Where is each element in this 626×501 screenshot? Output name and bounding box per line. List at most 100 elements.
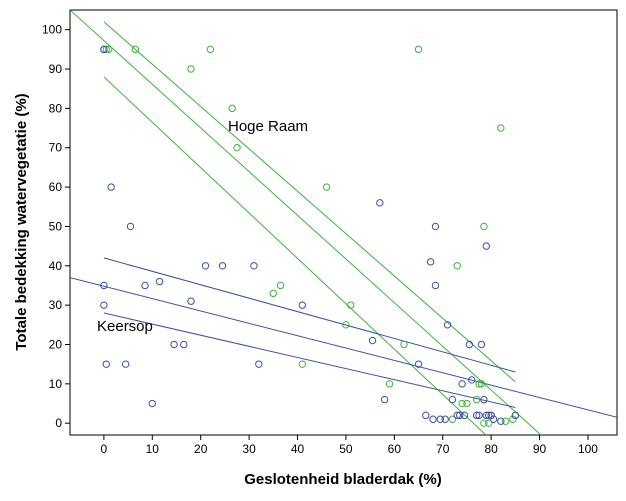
hoge-raam-point (458, 399, 466, 408)
x-axis-title: Geslotenheid bladerdak (%) (244, 471, 442, 488)
keersop-point (148, 399, 156, 408)
keersop-point (107, 183, 115, 191)
plot-area (69, 9, 618, 436)
keersop-point (201, 262, 210, 270)
hoge-raam-ci-upper (103, 76, 487, 435)
keersop-point (368, 336, 377, 345)
keersop-point (218, 262, 227, 270)
keersop-point (482, 242, 491, 250)
keersop-point (170, 340, 178, 349)
hoge-raam-point (509, 415, 517, 423)
keersop-point (102, 360, 111, 368)
x-tick-label: 60 (388, 442, 402, 456)
x-tick-label: 10 (146, 442, 160, 456)
keersop-point (429, 415, 437, 423)
hoge-raam-point (276, 281, 285, 290)
hoge-raam-point (298, 360, 307, 368)
keersop-point (121, 360, 130, 368)
keersop-point (443, 321, 452, 329)
keersop-point (380, 395, 389, 404)
keersop-point (448, 395, 457, 404)
keersop-point (465, 340, 474, 349)
hoge-raam-point (105, 45, 113, 54)
keersop-point (376, 199, 384, 207)
keersop-point (455, 411, 464, 420)
ticks-layer: 0 10 20 30 40 50 60 70 80 90 100 0 10 20 30 40 50 60 70 80 9… (42, 23, 598, 456)
hoge-raam-point (385, 380, 394, 388)
hoge-raam-point (131, 45, 140, 54)
keersop-point (414, 360, 423, 368)
hoge-raam-ci-lower (70, 10, 542, 435)
y-tick-label: 60 (49, 180, 63, 194)
keersop-point (480, 395, 488, 404)
x-tick-label: 40 (291, 442, 305, 456)
keersop-point (426, 258, 435, 266)
x-tick-label: 90 (533, 442, 547, 456)
keersop-point (436, 415, 445, 423)
keersop-point (431, 222, 440, 231)
keersop-ci-lower (103, 312, 516, 408)
keersop-point (475, 411, 483, 420)
x-tick-label: 100 (578, 442, 598, 456)
x-tick-label: 0 (101, 442, 108, 456)
hoge-raam-point (477, 380, 486, 388)
y-tick-label: 90 (49, 62, 63, 76)
keersop-point (453, 411, 461, 420)
keersop-point (489, 415, 498, 423)
keersop-point (497, 417, 505, 425)
keersop-point (100, 45, 108, 54)
hoge-raam-point (414, 45, 423, 54)
keersop-point (187, 297, 195, 305)
hoge-raam-point (400, 340, 408, 349)
keersop-point (441, 415, 449, 423)
keersop-ci-upper (103, 257, 516, 373)
hoge-raam-point (269, 289, 278, 298)
y-tick-label: 70 (49, 141, 63, 155)
keersop-point (485, 411, 493, 420)
annotation-hoge-raam: Hoge Raam (228, 118, 308, 135)
keersop-point (468, 376, 476, 384)
keersop-point (250, 262, 258, 270)
y-tick-label: 50 (49, 219, 63, 233)
keersop-point (477, 340, 486, 349)
keersop-point (487, 411, 495, 420)
x-tick-label: 30 (242, 442, 256, 456)
y-tick-label: 0 (55, 416, 62, 430)
y-tick-label: 100 (42, 23, 62, 37)
keersop-point (511, 411, 520, 420)
hoge-raam-point (480, 222, 488, 231)
keersop-point (460, 411, 469, 420)
keersop-point (458, 380, 466, 388)
hoge-raam-point (102, 45, 111, 54)
x-tick-label: 50 (339, 442, 353, 456)
keersop-point (298, 301, 307, 309)
keersop-point (422, 411, 430, 420)
x-tick-label: 70 (436, 442, 450, 456)
hoge-raam-point (501, 417, 510, 425)
keersop-point (155, 277, 164, 286)
hoge-raam-point (342, 321, 350, 329)
hoge-raam-point (472, 395, 481, 404)
hoge-raam-point (485, 419, 493, 427)
hoge-raam-point (497, 124, 505, 132)
hoge-raam-point (322, 183, 331, 191)
hoge-raam-point (463, 399, 471, 408)
hoge-raam-point (475, 380, 483, 388)
keersop-point (100, 281, 108, 290)
keersop-point (431, 281, 440, 290)
y-tick-label: 80 (49, 101, 63, 115)
keersop-point (180, 340, 188, 349)
keersop-point (100, 301, 108, 309)
hoge-raam-point (228, 104, 236, 113)
hoge-raam-point (187, 65, 195, 73)
keersop-point (255, 360, 263, 368)
y-tick-label: 10 (49, 377, 63, 391)
y-axis-title: Totale bedekking watervegetatie (%) (13, 93, 30, 350)
hoge-raam-point (480, 419, 488, 427)
x-tick-label: 80 (484, 442, 498, 456)
keersop-fit-line (70, 277, 617, 418)
keersop-point (472, 411, 481, 420)
y-tick-label: 30 (49, 298, 63, 312)
hoge-raam-point (233, 144, 241, 152)
